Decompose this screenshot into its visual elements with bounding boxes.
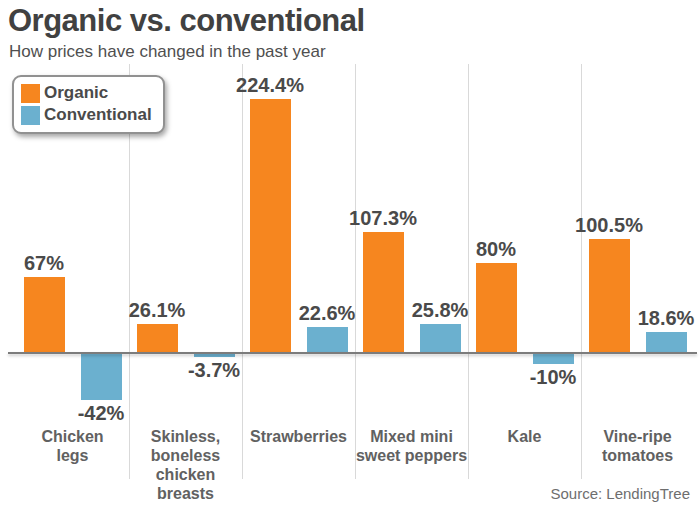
conventional-value-label: 25.8% — [370, 299, 510, 321]
legend-label-conventional: Conventional — [44, 105, 152, 125]
organic-bar — [363, 232, 404, 353]
organic-value-label: 80% — [426, 238, 566, 260]
zero-axis-line — [8, 352, 697, 354]
legend: Organic Conventional — [12, 75, 165, 134]
category-gridline — [242, 64, 243, 479]
organic-bar — [589, 239, 630, 353]
category-label: Kale — [468, 427, 581, 446]
category-gridline — [468, 64, 469, 479]
organic-swatch-icon — [21, 84, 40, 103]
organic-value-label: 107.3% — [313, 207, 453, 229]
category-label: Skinless, boneless chicken breasts — [129, 427, 242, 503]
chart: Organic vs. conventional How prices have… — [0, 0, 700, 509]
organic-value-label: 100.5% — [539, 214, 679, 236]
legend-label-organic: Organic — [44, 83, 108, 103]
category-gridline — [581, 64, 582, 479]
conventional-value-label: -42% — [31, 402, 171, 424]
category-gridline — [355, 64, 356, 479]
conventional-value-label: -10% — [483, 366, 623, 388]
conventional-value-label: 18.6% — [596, 307, 700, 329]
source-credit: Source: LendingTree — [550, 485, 690, 502]
category-label: Mixed mini sweet peppers — [355, 427, 468, 465]
conventional-value-label: -3.7% — [144, 359, 284, 381]
category-label: Vine-ripe tomatoes — [581, 427, 694, 465]
organic-value-label: 67% — [0, 252, 114, 274]
organic-value-label: 26.1% — [87, 299, 227, 321]
conventional-bar — [420, 324, 461, 353]
organic-bar — [24, 277, 65, 353]
category-label: Chicken legs — [16, 427, 129, 465]
conventional-bar — [81, 353, 122, 400]
conventional-swatch-icon — [21, 106, 40, 125]
category-label: Strawberries — [242, 427, 355, 446]
conventional-bar — [646, 332, 687, 353]
conventional-bar — [307, 327, 348, 353]
conventional-bar — [533, 353, 574, 364]
organic-value-label: 224.4% — [200, 74, 340, 96]
legend-item-conventional: Conventional — [21, 104, 152, 126]
legend-item-organic: Organic — [21, 82, 152, 104]
organic-bar — [137, 324, 178, 353]
